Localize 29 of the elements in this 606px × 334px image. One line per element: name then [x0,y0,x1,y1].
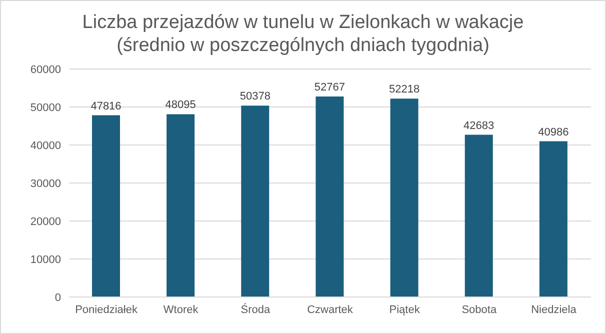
bar [390,98,418,297]
y-tick-label: 40000 [30,140,61,152]
bar [464,134,493,297]
bar [92,115,120,297]
y-tick-label: 10000 [30,254,61,266]
x-tick-label: Piątek [389,304,420,316]
y-tick-label: 0 [54,292,61,304]
x-tick-label: Niedziela [531,304,578,316]
data-label: 42683 [464,120,494,132]
data-label: 40986 [538,126,569,138]
data-label: 52767 [314,81,346,94]
x-tick-label: Czwartek [307,304,354,316]
bar [166,114,195,297]
x-tick-label: Poniedziałek [75,304,138,316]
y-tick-label: 50000 [30,102,61,114]
data-label: 52218 [388,84,420,96]
bar [316,96,344,297]
y-tick-label: 20000 [30,216,61,228]
data-label: 47816 [90,100,122,112]
y-tick-label: 60000 [30,64,61,76]
y-tick-label: 30000 [30,178,61,190]
x-tick-label: Wtorek [163,304,199,316]
x-tick-label: Środa [240,302,271,316]
bar [539,141,568,297]
bar [241,106,270,297]
chart-title: Liczba przejazdów w tunelu w Zielonkach w wakacje (średnio w poszczególnych dniach tygodnia) [81,11,525,57]
data-label: 50378 [240,90,270,103]
data-label: 48095 [165,99,196,112]
x-tick-label: Sobota [462,304,498,316]
